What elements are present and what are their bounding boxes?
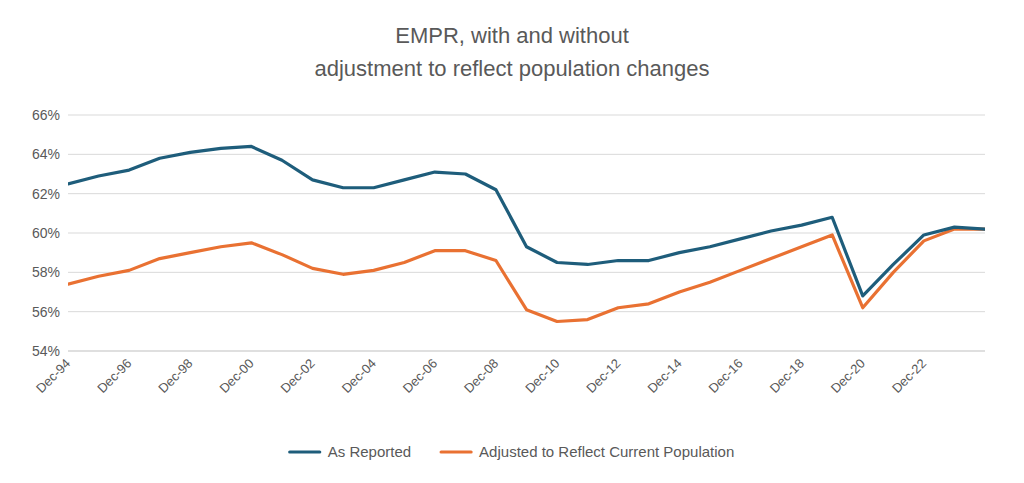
x-tick-label: Dec-06: [400, 356, 440, 396]
x-tick-label: Dec-10: [522, 356, 562, 396]
x-tick-label: Dec-96: [94, 356, 134, 396]
grid-line: [68, 233, 985, 234]
x-tick-label: Dec-18: [767, 356, 807, 396]
series-line: [68, 146, 985, 295]
title-line: adjustment to reflect population changes: [314, 56, 709, 81]
y-tick-label: 64%: [32, 146, 60, 162]
x-tick-label: Dec-94: [33, 356, 73, 396]
x-tick-label: Dec-12: [583, 356, 623, 396]
y-tick-label: 56%: [32, 304, 60, 320]
legend-label: As Reported: [328, 443, 411, 460]
x-tick-label: Dec-14: [644, 356, 684, 396]
series-line: [68, 229, 985, 321]
title-line: EMPR, with and without: [395, 23, 629, 48]
y-tick-label: 60%: [32, 225, 60, 241]
x-tick-label: Dec-04: [339, 356, 379, 396]
chart-title: EMPR, with and without adjustment to refl…: [314, 23, 709, 81]
x-tick-label: Dec-22: [889, 356, 929, 396]
plot-area: [68, 146, 985, 321]
x-tick-label: Dec-02: [278, 356, 318, 396]
y-tick-label: 62%: [32, 186, 60, 202]
legend-swatch: [441, 450, 471, 453]
grid-line: [68, 193, 985, 194]
y-tick-label: 54%: [32, 343, 60, 359]
legend-swatch: [290, 450, 320, 453]
legend-label: Adjusted to Reflect Current Population: [479, 443, 734, 460]
x-axis-line: [68, 351, 985, 352]
grid-line: [68, 115, 985, 116]
grid-line: [68, 154, 985, 155]
y-tick-label: 58%: [32, 264, 60, 280]
y-tick-label: 66%: [32, 107, 60, 123]
x-tick-label: Dec-98: [155, 356, 195, 396]
x-tick-label: Dec-20: [828, 356, 868, 396]
grid: [68, 115, 985, 351]
legend: As Reported Adjusted to Reflect Current P…: [290, 443, 735, 460]
chart: EMPR, with and without adjustment to refl…: [0, 0, 1024, 483]
x-tick-label: Dec-00: [216, 356, 256, 396]
x-tick-label: Dec-16: [706, 356, 746, 396]
x-tick-label: Dec-08: [461, 356, 501, 396]
